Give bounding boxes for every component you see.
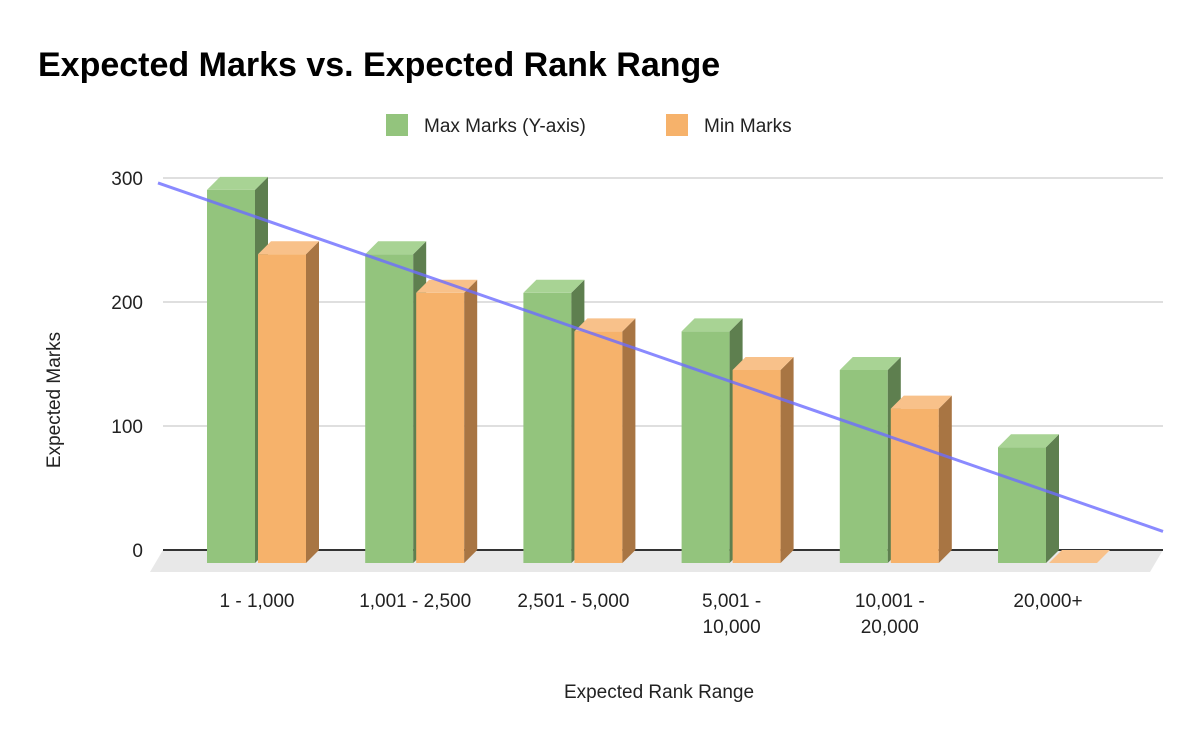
bar-side: [780, 357, 794, 563]
bar-min: [258, 241, 319, 563]
bar-min: [416, 279, 478, 563]
bar-top: [681, 318, 743, 332]
bar-front: [207, 189, 255, 563]
bar-front: [732, 370, 781, 563]
bar-top: [365, 241, 427, 255]
y-tick-label: 100: [111, 417, 143, 438]
bar-front: [258, 254, 306, 563]
bar-front: [681, 331, 730, 563]
bar-top: [1049, 550, 1110, 563]
bar-min: [1049, 550, 1110, 563]
bar-top: [839, 357, 901, 370]
y-tick-label: 200: [111, 293, 143, 314]
bar-side: [622, 318, 636, 563]
x-tick-label: 5,001 -: [702, 591, 761, 612]
bar-side: [306, 241, 319, 563]
y-axis-title: Expected Marks: [44, 332, 65, 468]
bar-side: [1046, 434, 1059, 563]
x-tick-label: 1 - 1,000: [220, 591, 295, 612]
bar-front: [998, 447, 1046, 563]
legend-label-max: Max Marks (Y-axis): [424, 116, 586, 137]
y-tick-label: 0: [132, 541, 143, 562]
bar-front: [365, 254, 414, 563]
y-tick-label: 300: [111, 169, 143, 190]
bar-min: [890, 395, 952, 563]
bar-side: [938, 395, 952, 563]
bar-top: [258, 241, 319, 255]
bar-front: [523, 292, 572, 563]
bar-top: [890, 395, 952, 409]
chart-title: Expected Marks vs. Expected Rank Range: [38, 46, 720, 84]
legend: Max Marks (Y-axis) Min Marks: [386, 114, 792, 137]
x-axis-title: Expected Rank Range: [564, 682, 754, 703]
x-tick-label: 1,001 - 2,500: [359, 591, 471, 612]
bar-top: [207, 176, 268, 190]
bar-front: [416, 292, 465, 563]
bar-front: [574, 331, 623, 563]
x-tick-label: 20,000: [861, 617, 919, 638]
x-tick-label: 10,000: [703, 617, 761, 638]
bar-top: [732, 357, 794, 370]
bar-side: [464, 279, 478, 563]
trendline: [157, 181, 1164, 533]
bar-top: [998, 434, 1059, 448]
x-tick-label: 2,501 - 5,000: [517, 591, 629, 612]
bar-min: [732, 357, 794, 563]
bar-top: [574, 318, 636, 332]
bar-top: [523, 279, 585, 293]
bar-max: [998, 434, 1059, 563]
bar-min: [574, 318, 636, 563]
x-tick-label: 20,000+: [1013, 591, 1082, 612]
bar-front: [890, 408, 939, 563]
legend-swatch-max: [386, 114, 408, 136]
bar-front: [839, 370, 888, 563]
x-tick-label: 10,001 -: [855, 591, 925, 612]
legend-swatch-min: [666, 114, 688, 136]
legend-label-min: Min Marks: [704, 116, 792, 137]
